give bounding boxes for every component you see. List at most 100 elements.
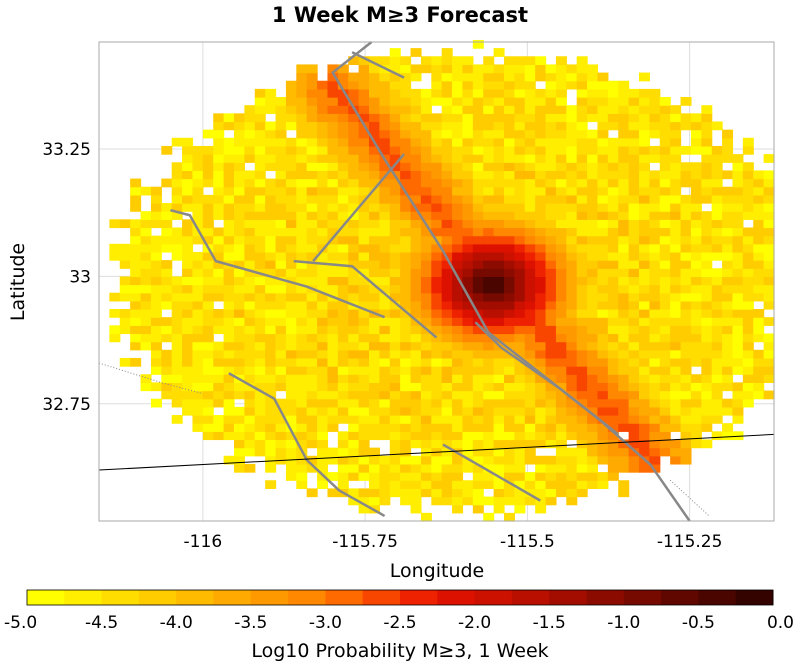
probability-cell <box>483 317 495 326</box>
probability-cell <box>358 88 370 98</box>
probability-cell <box>628 145 640 155</box>
probability-cell <box>431 227 443 237</box>
probability-cell <box>285 366 297 375</box>
probability-cell <box>607 382 619 392</box>
probability-cell <box>234 382 245 392</box>
probability-cell <box>265 333 277 343</box>
probability-cell <box>379 113 391 123</box>
probability-cell <box>369 398 380 408</box>
probability-cell <box>680 260 692 269</box>
probability-cell <box>441 48 453 57</box>
probability-cell <box>234 406 245 416</box>
probability-cell <box>296 268 308 278</box>
probability-cell <box>306 349 318 359</box>
probability-cell <box>670 113 682 123</box>
probability-cell <box>680 300 692 310</box>
probability-cell <box>504 170 515 180</box>
probability-cell <box>306 325 318 335</box>
probability-cell <box>348 488 360 498</box>
probability-cell <box>348 88 360 98</box>
probability-cell <box>742 374 754 383</box>
probability-cell <box>161 211 173 220</box>
probability-cell <box>462 317 474 326</box>
probability-cell <box>462 251 474 261</box>
probability-cell <box>150 276 162 286</box>
probability-cell <box>306 382 318 392</box>
probability-cell <box>566 105 578 114</box>
probability-cell <box>763 178 775 188</box>
probability-cell <box>618 276 630 286</box>
probability-cell <box>420 88 432 98</box>
probability-cell <box>753 235 765 245</box>
probability-cell <box>566 300 578 310</box>
probability-cell <box>254 154 266 163</box>
probability-cell <box>327 309 339 318</box>
probability-cell <box>576 121 588 131</box>
probability-cell <box>265 284 277 294</box>
probability-cell <box>639 382 650 392</box>
probability-cell <box>576 276 588 286</box>
probability-cell <box>202 227 214 237</box>
probability-cell <box>379 276 391 286</box>
probability-cell <box>483 333 495 343</box>
probability-cell <box>275 178 287 188</box>
probability-cell <box>555 260 567 269</box>
probability-cell <box>400 406 412 416</box>
probability-cell <box>358 80 370 90</box>
probability-cell <box>742 268 754 278</box>
probability-cell <box>441 431 453 441</box>
probability-cell <box>493 406 505 416</box>
probability-cell <box>597 268 609 278</box>
probability-cell <box>337 309 349 318</box>
probability-cell <box>504 366 515 375</box>
probability-cell <box>348 374 360 383</box>
probability-cell <box>566 333 578 343</box>
probability-cell <box>306 300 318 310</box>
probability-cell <box>535 162 547 172</box>
probability-cell <box>587 227 599 237</box>
probability-cell <box>317 268 329 278</box>
probability-cell <box>618 292 630 302</box>
probability-cell <box>587 145 599 155</box>
probability-cell <box>431 357 443 367</box>
probability-cell <box>452 300 464 310</box>
probability-cell <box>535 496 547 506</box>
probability-cell <box>555 251 567 261</box>
probability-cell <box>597 276 609 286</box>
probability-cell <box>400 137 412 147</box>
probability-cell <box>452 113 464 123</box>
probability-cell <box>524 390 536 400</box>
probability-cell <box>545 121 557 131</box>
probability-cell <box>265 260 277 269</box>
probability-cell <box>285 374 297 383</box>
probability-cell <box>213 243 225 253</box>
probability-cell <box>150 349 162 359</box>
probability-cell <box>462 186 474 196</box>
probability-cell <box>420 341 432 351</box>
probability-cell <box>514 333 526 343</box>
probability-cell <box>649 382 661 392</box>
probability-cell <box>618 284 630 294</box>
probability-cell <box>379 203 391 212</box>
probability-cell <box>587 170 599 180</box>
probability-cell <box>223 121 235 131</box>
probability-cell <box>410 341 422 351</box>
probability-cell <box>254 423 266 432</box>
probability-cell <box>462 341 474 351</box>
probability-cell <box>441 235 453 245</box>
probability-cell <box>182 309 194 318</box>
probability-cell <box>379 415 391 424</box>
probability-cell <box>420 382 432 392</box>
probability-cell <box>701 439 713 449</box>
probability-cell <box>202 129 214 139</box>
probability-cell <box>545 455 557 465</box>
probability-cell <box>753 284 765 294</box>
probability-cell <box>711 431 723 441</box>
probability-cell <box>535 268 547 278</box>
probability-cell <box>690 317 702 326</box>
probability-cell <box>337 300 349 310</box>
probability-cell <box>306 317 318 326</box>
probability-cell <box>452 357 464 367</box>
probability-cell <box>171 300 183 310</box>
probability-cell <box>680 145 692 155</box>
